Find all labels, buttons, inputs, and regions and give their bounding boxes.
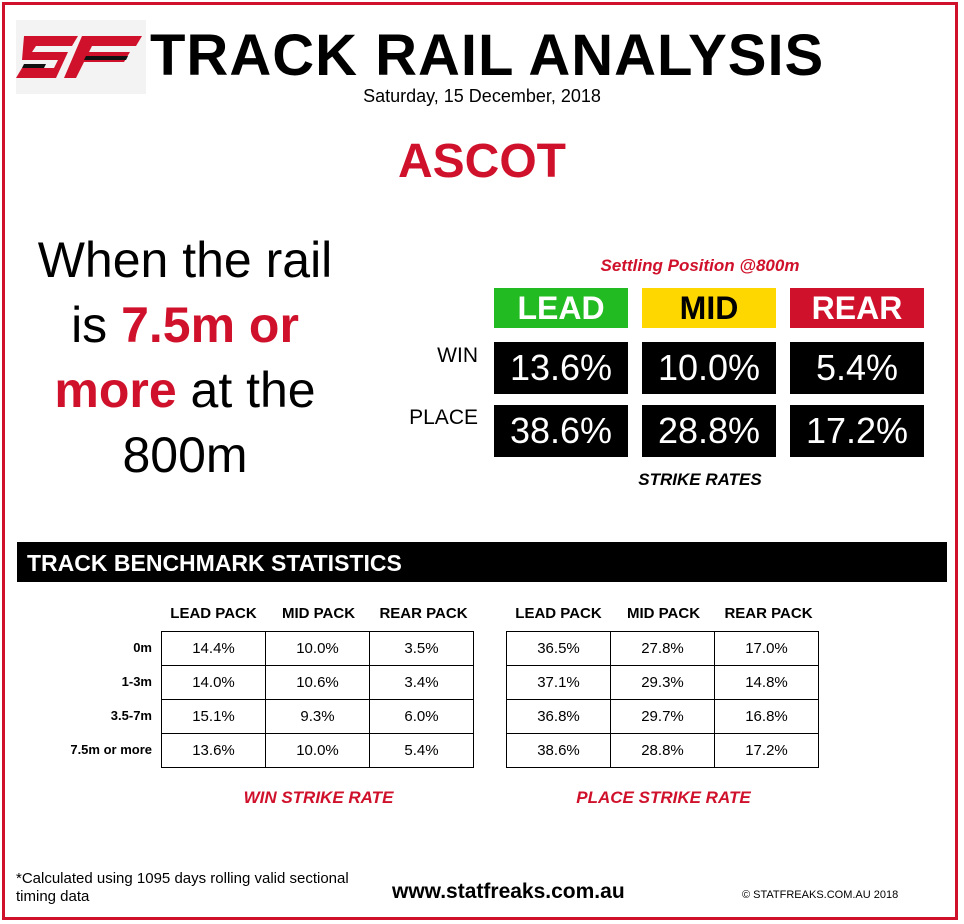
table-cell: 13.6% xyxy=(161,733,266,768)
benchmark-section-title: TRACK BENCHMARK STATISTICS xyxy=(17,542,947,582)
table-cell: 10.0% xyxy=(265,631,370,666)
column-header-mid: MID xyxy=(642,288,776,328)
win-col-rear: REAR PACK xyxy=(379,605,468,622)
place-col-mid: MID PACK xyxy=(626,605,701,622)
table-row: 36.5% 27.8% 17.0% xyxy=(506,631,819,666)
methodology-note: *Calculated using 1095 days rolling vali… xyxy=(16,870,349,905)
win-table-caption: WIN STRIKE RATE xyxy=(243,788,394,807)
row-label-7-5m-plus: 7.5m or more xyxy=(70,742,152,757)
place-table-caption: PLACE STRIKE RATE xyxy=(576,788,751,807)
table-cell: 28.8% xyxy=(610,733,715,768)
page-title: TRACK RAIL ANALYSIS xyxy=(150,23,825,88)
table-row: 37.1% 29.3% 14.8% xyxy=(506,665,819,700)
row-label-place: PLACE xyxy=(409,406,478,429)
row-label-0m: 0m xyxy=(133,640,152,655)
table-row: 36.8% 29.7% 16.8% xyxy=(506,699,819,734)
headline-text-end: at the 800m xyxy=(122,362,316,483)
table-row: 15.1% 9.3% 6.0% xyxy=(161,699,474,734)
table-cell: 14.4% xyxy=(161,631,266,666)
place-mid-value: 28.8% xyxy=(642,405,776,457)
row-label-win: WIN xyxy=(437,344,478,367)
table-cell: 3.4% xyxy=(369,665,474,700)
row-label-3-5-7m: 3.5-7m xyxy=(110,708,152,723)
website-link[interactable]: www.statfreaks.com.au xyxy=(392,880,625,903)
table-cell: 29.3% xyxy=(610,665,715,700)
table-row: 14.0% 10.6% 3.4% xyxy=(161,665,474,700)
table-cell: 17.2% xyxy=(714,733,819,768)
table-cell: 17.0% xyxy=(714,631,819,666)
column-header-rear: REAR xyxy=(790,288,924,328)
column-header-lead: LEAD xyxy=(494,288,628,328)
table-cell: 10.6% xyxy=(265,665,370,700)
table-cell: 37.1% xyxy=(506,665,611,700)
table-cell: 9.3% xyxy=(265,699,370,734)
settling-caption: Settling Position @800m xyxy=(600,256,800,275)
table-cell: 3.5% xyxy=(369,631,474,666)
place-col-lead: LEAD PACK xyxy=(515,605,602,622)
win-lead-value: 13.6% xyxy=(494,342,628,394)
table-cell: 29.7% xyxy=(610,699,715,734)
table-row: 13.6% 10.0% 5.4% xyxy=(161,733,474,768)
table-cell: 36.5% xyxy=(506,631,611,666)
win-mid-value: 10.0% xyxy=(642,342,776,394)
table-cell: 14.0% xyxy=(161,665,266,700)
table-cell: 15.1% xyxy=(161,699,266,734)
report-date: Saturday, 15 December, 2018 xyxy=(363,86,601,106)
table-cell: 6.0% xyxy=(369,699,474,734)
table-cell: 38.6% xyxy=(506,733,611,768)
table-row: 14.4% 10.0% 3.5% xyxy=(161,631,474,666)
statfreaks-logo-icon xyxy=(16,20,146,94)
strike-rates-caption: STRIKE RATES xyxy=(638,470,762,489)
place-col-rear: REAR PACK xyxy=(724,605,813,622)
win-strike-rate-table: 14.4% 10.0% 3.5% 14.0% 10.6% 3.4% 15.1% … xyxy=(161,631,474,768)
place-lead-value: 38.6% xyxy=(494,405,628,457)
table-cell: 5.4% xyxy=(369,733,474,768)
win-rear-value: 5.4% xyxy=(790,342,924,394)
venue-name: ASCOT xyxy=(398,135,566,188)
table-cell: 14.8% xyxy=(714,665,819,700)
headline-text: When the rail is xyxy=(37,232,333,353)
rail-condition-headline: When the rail is 7.5m or more at the 800… xyxy=(30,228,340,488)
win-col-mid: MID PACK xyxy=(281,605,356,622)
table-cell: 16.8% xyxy=(714,699,819,734)
table-cell: 36.8% xyxy=(506,699,611,734)
copyright-notice: © STATFREAKS.COM.AU 2018 xyxy=(742,889,899,901)
place-strike-rate-table: 36.5% 27.8% 17.0% 37.1% 29.3% 14.8% 36.8… xyxy=(506,631,819,768)
table-row: 38.6% 28.8% 17.2% xyxy=(506,733,819,768)
table-cell: 10.0% xyxy=(265,733,370,768)
row-label-1-3m: 1-3m xyxy=(121,674,152,689)
win-col-lead: LEAD PACK xyxy=(170,605,257,622)
place-rear-value: 17.2% xyxy=(790,405,924,457)
table-cell: 27.8% xyxy=(610,631,715,666)
headline-highlight: 7.5m or more xyxy=(54,297,299,418)
